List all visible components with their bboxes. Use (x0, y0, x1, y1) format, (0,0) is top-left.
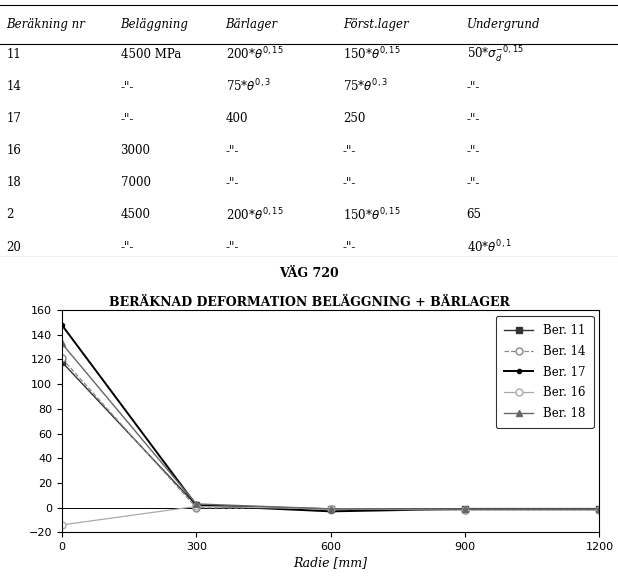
Ber. 16 (462, 507, 469, 514)
Line: Ber. 18: Ber. 18 (58, 340, 603, 512)
Text: -"-: -"- (467, 176, 480, 190)
Ber. 17 (193, 502, 200, 509)
Text: -"-: -"- (226, 176, 239, 190)
Text: 40*$\theta^{0,1}$: 40*$\theta^{0,1}$ (467, 239, 511, 256)
Ber. 11 (596, 505, 603, 512)
Text: 65: 65 (467, 208, 481, 222)
Ber. 18 (462, 505, 469, 512)
Ber. 18 (193, 500, 200, 507)
Legend: Ber. 11, Ber. 14, Ber. 17, Ber. 16, Ber. 18: Ber. 11, Ber. 14, Ber. 17, Ber. 16, Ber.… (496, 316, 593, 428)
Ber. 11 (193, 502, 200, 509)
X-axis label: Radie [mm]: Radie [mm] (294, 556, 368, 569)
Ber. 14 (596, 507, 603, 514)
Ber. 14 (58, 355, 66, 362)
Ber. 16 (327, 505, 334, 512)
Text: 150*$\theta^{0,15}$: 150*$\theta^{0,15}$ (343, 46, 400, 63)
Text: -"-: -"- (343, 240, 357, 254)
Ber. 16 (58, 521, 66, 528)
Ber. 18 (58, 340, 66, 347)
Text: -"-: -"- (121, 112, 134, 125)
Ber. 14 (327, 505, 334, 512)
Ber. 16 (596, 507, 603, 514)
Ber. 11 (58, 359, 66, 366)
Text: -"-: -"- (467, 112, 480, 125)
Text: 16: 16 (6, 144, 21, 157)
Ber. 16 (193, 503, 200, 510)
Ber. 18 (596, 505, 603, 512)
Text: BERÄKNAD DEFORMATION BELÄGGNING + BÄRLAGER: BERÄKNAD DEFORMATION BELÄGGNING + BÄRLAG… (109, 295, 509, 309)
Text: 20: 20 (6, 240, 21, 254)
Text: 4500 MPa: 4500 MPa (121, 47, 180, 61)
Text: 200*$\theta^{0,15}$: 200*$\theta^{0,15}$ (226, 46, 283, 63)
Ber. 11 (462, 505, 469, 512)
Ber. 17 (58, 321, 66, 328)
Text: 14: 14 (6, 80, 21, 93)
Ber. 17 (327, 508, 334, 515)
Ber. 14 (193, 504, 200, 511)
Line: Ber. 17: Ber. 17 (57, 321, 604, 515)
Text: Först.lager: Först.lager (343, 18, 408, 31)
Text: Bärlager: Bärlager (226, 18, 277, 31)
Text: 200*$\theta^{0,15}$: 200*$\theta^{0,15}$ (226, 207, 283, 223)
Text: 17: 17 (6, 112, 21, 125)
Line: Ber. 14: Ber. 14 (58, 355, 603, 514)
Text: 2: 2 (6, 208, 14, 222)
Text: 150*$\theta^{0,15}$: 150*$\theta^{0,15}$ (343, 207, 400, 223)
Text: -"-: -"- (343, 144, 357, 157)
Ber. 11 (327, 505, 334, 512)
Text: -"-: -"- (467, 144, 480, 157)
Text: 75*$\theta^{0,3}$: 75*$\theta^{0,3}$ (226, 78, 271, 95)
Text: 75*$\theta^{0,3}$: 75*$\theta^{0,3}$ (343, 78, 388, 95)
Text: 11: 11 (6, 47, 21, 61)
Text: 400: 400 (226, 112, 248, 125)
Text: -"-: -"- (226, 240, 239, 254)
Text: -"-: -"- (467, 80, 480, 93)
Text: VÄG 720: VÄG 720 (279, 267, 339, 280)
Text: -"-: -"- (121, 80, 134, 93)
Text: -"-: -"- (226, 144, 239, 157)
Text: 250: 250 (343, 112, 365, 125)
Line: Ber. 11: Ber. 11 (59, 359, 602, 512)
Text: 18: 18 (6, 176, 21, 190)
Text: Undergrund: Undergrund (467, 18, 540, 31)
Text: Beräkning nr: Beräkning nr (6, 18, 85, 31)
Text: 4500: 4500 (121, 208, 151, 222)
Text: 3000: 3000 (121, 144, 151, 157)
Text: 7000: 7000 (121, 176, 151, 190)
Text: -"-: -"- (121, 240, 134, 254)
Text: -"-: -"- (343, 176, 357, 190)
Text: 50*$\sigma_d^{-0,15}$: 50*$\sigma_d^{-0,15}$ (467, 44, 523, 64)
Ber. 14 (462, 507, 469, 514)
Line: Ber. 16: Ber. 16 (58, 503, 603, 528)
Text: Beläggning: Beläggning (121, 18, 188, 31)
Ber. 18 (327, 505, 334, 512)
Ber. 17 (462, 505, 469, 512)
Ber. 17 (596, 505, 603, 512)
